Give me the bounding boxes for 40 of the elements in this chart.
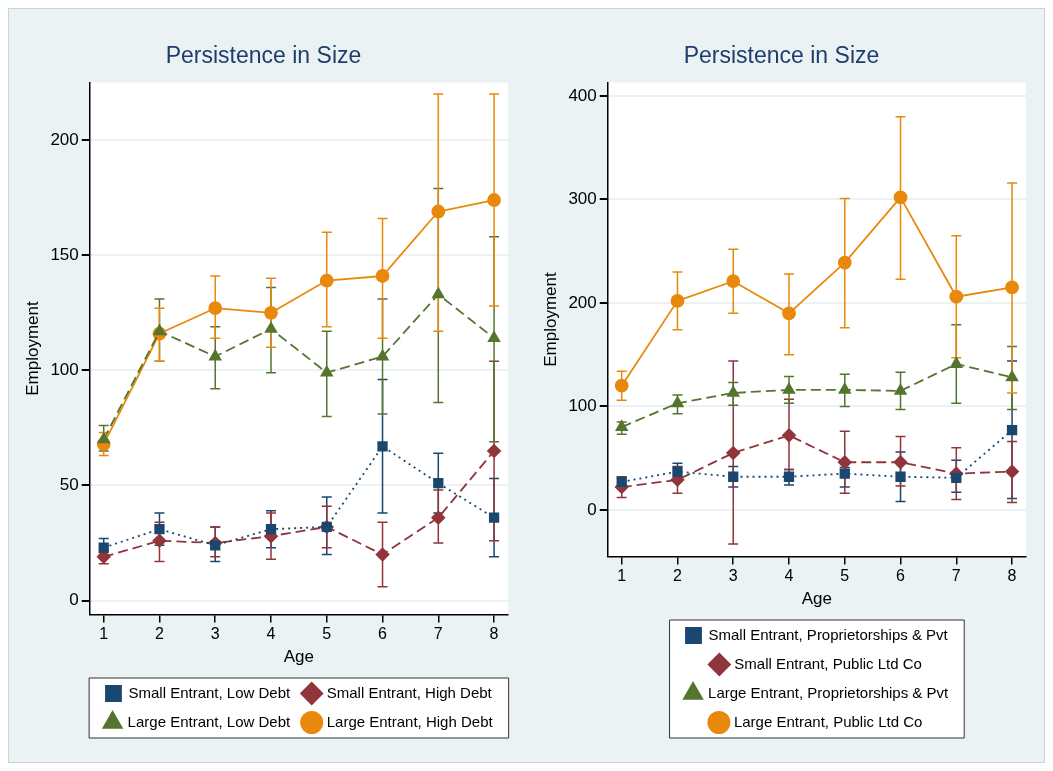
legend-label: Large Entrant, Proprietorships & Pvt [707, 683, 949, 701]
x-tick-label: 7 [434, 625, 444, 643]
x-tick-label: 3 [728, 567, 738, 585]
legend-label: Large Entrant, Low Debt [127, 712, 292, 730]
x-tick-label: 3 [211, 625, 221, 643]
x-tick-label: 1 [99, 625, 109, 643]
x-tick-label: 4 [784, 567, 794, 585]
y-tick-label: 100 [50, 360, 80, 380]
chart-title: Persistence in Size [683, 42, 880, 69]
legend-label: Small Entrant, High Debt [326, 683, 493, 701]
x-axis-title: Age [284, 647, 315, 667]
x-tick-label: 6 [378, 625, 388, 643]
y-axis-title: Employment [540, 271, 560, 367]
x-tick-label: 6 [895, 567, 905, 585]
legend-label: Small Entrant, Proprietorships & Pvt [708, 625, 949, 643]
chart-title: Persistence in Size [165, 42, 362, 69]
y-tick-label: 150 [50, 244, 80, 264]
y-tick-label: 200 [50, 129, 80, 149]
x-axis-title: Age [801, 589, 832, 609]
y-axis-title: Employment [23, 300, 43, 396]
x-tick-label: 4 [266, 625, 276, 643]
x-tick-label: 7 [951, 567, 961, 585]
x-tick-label: 8 [1007, 567, 1017, 585]
y-tick-label: 0 [69, 590, 80, 610]
y-tick-label: 100 [568, 396, 597, 416]
x-tick-label: 5 [322, 625, 332, 643]
x-tick-label: 5 [840, 567, 850, 585]
legend-label: Large Entrant, Public Ltd Co [733, 712, 923, 730]
x-tick-label: 1 [617, 567, 626, 585]
y-tick-label: 200 [568, 292, 597, 312]
legend-label: Small Entrant, Low Debt [128, 683, 292, 701]
y-tick-label: 50 [60, 475, 80, 495]
x-tick-label: 8 [489, 625, 499, 643]
legend-label: Small Entrant, Public Ltd Co [734, 654, 922, 672]
y-tick-label: 300 [568, 189, 597, 209]
legend-label: Large Entrant, High Debt [326, 712, 494, 730]
y-tick-label: 400 [568, 85, 597, 105]
x-tick-label: 2 [672, 567, 682, 585]
x-tick-label: 2 [155, 625, 165, 643]
y-tick-label: 0 [587, 499, 597, 519]
